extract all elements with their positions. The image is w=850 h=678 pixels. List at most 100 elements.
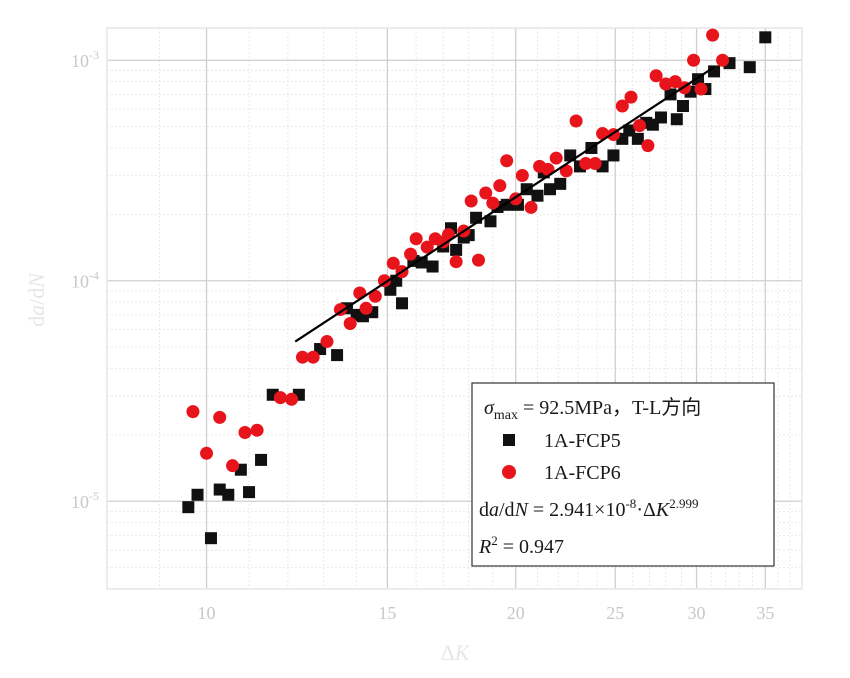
data-point-1a-fcp6 bbox=[668, 75, 682, 89]
data-point-1a-fcp6 bbox=[449, 255, 463, 269]
data-point-1a-fcp5 bbox=[191, 488, 204, 501]
data-point-1a-fcp5 bbox=[384, 283, 397, 296]
data-point-1a-fcp5 bbox=[607, 149, 620, 162]
x-axis-title-prefix: Δ bbox=[441, 640, 455, 665]
y-tick-base: 10 bbox=[71, 492, 89, 512]
data-marks bbox=[182, 28, 772, 545]
x-tick-label: 35 bbox=[756, 603, 774, 623]
y-tick-label: 10-5 bbox=[71, 489, 99, 512]
eq-part-6: -8 bbox=[625, 496, 636, 511]
data-point-1a-fcp6 bbox=[706, 28, 720, 42]
data-point-1a-fcp5 bbox=[631, 132, 644, 145]
y-axis-title-part-1: d bbox=[24, 316, 49, 327]
y-tick-label: 10-4 bbox=[71, 269, 99, 292]
r2-rest: = 0.947 bbox=[498, 536, 564, 558]
fit-line bbox=[294, 66, 715, 343]
data-point-1a-fcp5 bbox=[255, 453, 268, 466]
data-point-1a-fcp6 bbox=[464, 194, 478, 208]
data-point-1a-fcp6 bbox=[524, 200, 538, 214]
data-point-1a-fcp6 bbox=[515, 169, 529, 183]
data-point-1a-fcp5 bbox=[243, 486, 256, 499]
data-point-1a-fcp6 bbox=[687, 53, 701, 67]
r2-superscript: 2 bbox=[491, 533, 498, 548]
x-tick-label: 30 bbox=[688, 603, 706, 623]
y-tick-base: 10 bbox=[71, 272, 89, 292]
data-point-1a-fcp5 bbox=[544, 183, 557, 196]
data-point-1a-fcp5 bbox=[426, 260, 439, 273]
data-point-1a-fcp6 bbox=[306, 350, 320, 364]
y-tick-exponent: -5 bbox=[89, 489, 99, 503]
r2-symbol: R bbox=[478, 536, 491, 558]
legend-title: σmax = 92.5MPa，T-L方向 bbox=[484, 396, 701, 423]
eq-part-9: 2.999 bbox=[669, 496, 698, 511]
data-point-1a-fcp5 bbox=[531, 189, 544, 202]
data-point-1a-fcp5 bbox=[484, 215, 497, 228]
data-point-1a-fcp5 bbox=[204, 532, 217, 545]
legend-title-rest: = 92.5MPa，T-L方向 bbox=[518, 396, 701, 419]
data-point-1a-fcp5 bbox=[182, 501, 195, 514]
x-tick-label: 10 bbox=[198, 603, 216, 623]
data-point-1a-fcp5 bbox=[222, 488, 235, 501]
data-point-1a-fcp6 bbox=[559, 164, 573, 178]
data-point-1a-fcp6 bbox=[226, 459, 240, 473]
data-point-1a-fcp6 bbox=[273, 391, 287, 405]
fit-line-group bbox=[294, 66, 715, 343]
data-point-1a-fcp6 bbox=[295, 350, 309, 364]
data-point-1a-fcp6 bbox=[493, 179, 507, 193]
data-point-1a-fcp6 bbox=[649, 69, 663, 83]
data-point-1a-fcp6 bbox=[213, 410, 227, 424]
data-point-1a-fcp6 bbox=[238, 426, 252, 440]
x-axis-title-symbol: K bbox=[454, 640, 471, 665]
plot-frame bbox=[106, 27, 803, 590]
data-point-1a-fcp6 bbox=[633, 119, 647, 133]
data-point-1a-fcp6 bbox=[250, 423, 264, 437]
x-tick-label: 25 bbox=[606, 603, 624, 623]
eq-part-3: /d bbox=[499, 499, 515, 521]
data-point-1a-fcp5 bbox=[743, 61, 756, 74]
y-axis-title-part-4: N bbox=[24, 272, 49, 289]
data-point-1a-fcp6 bbox=[641, 139, 655, 153]
data-point-1a-fcp6 bbox=[420, 240, 434, 254]
data-point-1a-fcp6 bbox=[479, 186, 493, 200]
y-axis-title-part-2: a bbox=[24, 305, 49, 316]
data-point-1a-fcp5 bbox=[396, 297, 409, 310]
y-tick-exponent: -3 bbox=[89, 48, 99, 62]
legend: σmax = 92.5MPa，T-L方向 1A-FCP5 1A-FCP6 da/… bbox=[471, 382, 775, 567]
eq-part-1: d bbox=[479, 499, 489, 521]
eq-part-4: N bbox=[514, 499, 530, 521]
data-point-1a-fcp6 bbox=[320, 335, 334, 349]
legend-title-symbol: σ bbox=[484, 397, 495, 419]
data-point-1a-fcp6 bbox=[186, 405, 200, 419]
x-tick-label: 20 bbox=[507, 603, 525, 623]
legend-marker-1a-fcp6 bbox=[502, 465, 516, 479]
data-point-1a-fcp6 bbox=[588, 157, 602, 171]
legend-box bbox=[471, 382, 775, 567]
x-tick-label: 15 bbox=[378, 603, 396, 623]
data-point-1a-fcp6 bbox=[200, 446, 214, 460]
data-point-1a-fcp6 bbox=[500, 154, 514, 168]
y-axis-title: da/dN bbox=[24, 272, 49, 327]
legend-equation: da/dN = 2.941×10-8·ΔK2.999 bbox=[479, 496, 698, 521]
legend-r2: R2 = 0.947 bbox=[478, 533, 564, 558]
y-tick-base: 10 bbox=[71, 51, 89, 71]
data-point-1a-fcp5 bbox=[331, 349, 344, 362]
data-point-1a-fcp6 bbox=[615, 99, 629, 113]
data-point-1a-fcp6 bbox=[404, 247, 418, 261]
data-point-1a-fcp6 bbox=[472, 253, 486, 267]
data-point-1a-fcp5 bbox=[670, 113, 683, 126]
legend-label-1a-fcp5: 1A-FCP5 bbox=[544, 430, 621, 452]
data-point-1a-fcp6 bbox=[359, 301, 373, 315]
data-point-1a-fcp5 bbox=[759, 31, 772, 44]
data-point-1a-fcp5 bbox=[676, 100, 689, 113]
eq-part-2: a bbox=[489, 499, 499, 521]
data-point-1a-fcp5 bbox=[654, 111, 667, 124]
data-point-1a-fcp6 bbox=[579, 157, 593, 171]
data-point-1a-fcp6 bbox=[694, 82, 708, 96]
data-point-1a-fcp6 bbox=[409, 232, 423, 246]
y-axis-title-part-3: /d bbox=[24, 288, 49, 305]
legend-title-subscript: max bbox=[494, 408, 518, 423]
data-point-1a-fcp6 bbox=[486, 196, 500, 210]
legend-marker-1a-fcp5 bbox=[503, 434, 515, 446]
